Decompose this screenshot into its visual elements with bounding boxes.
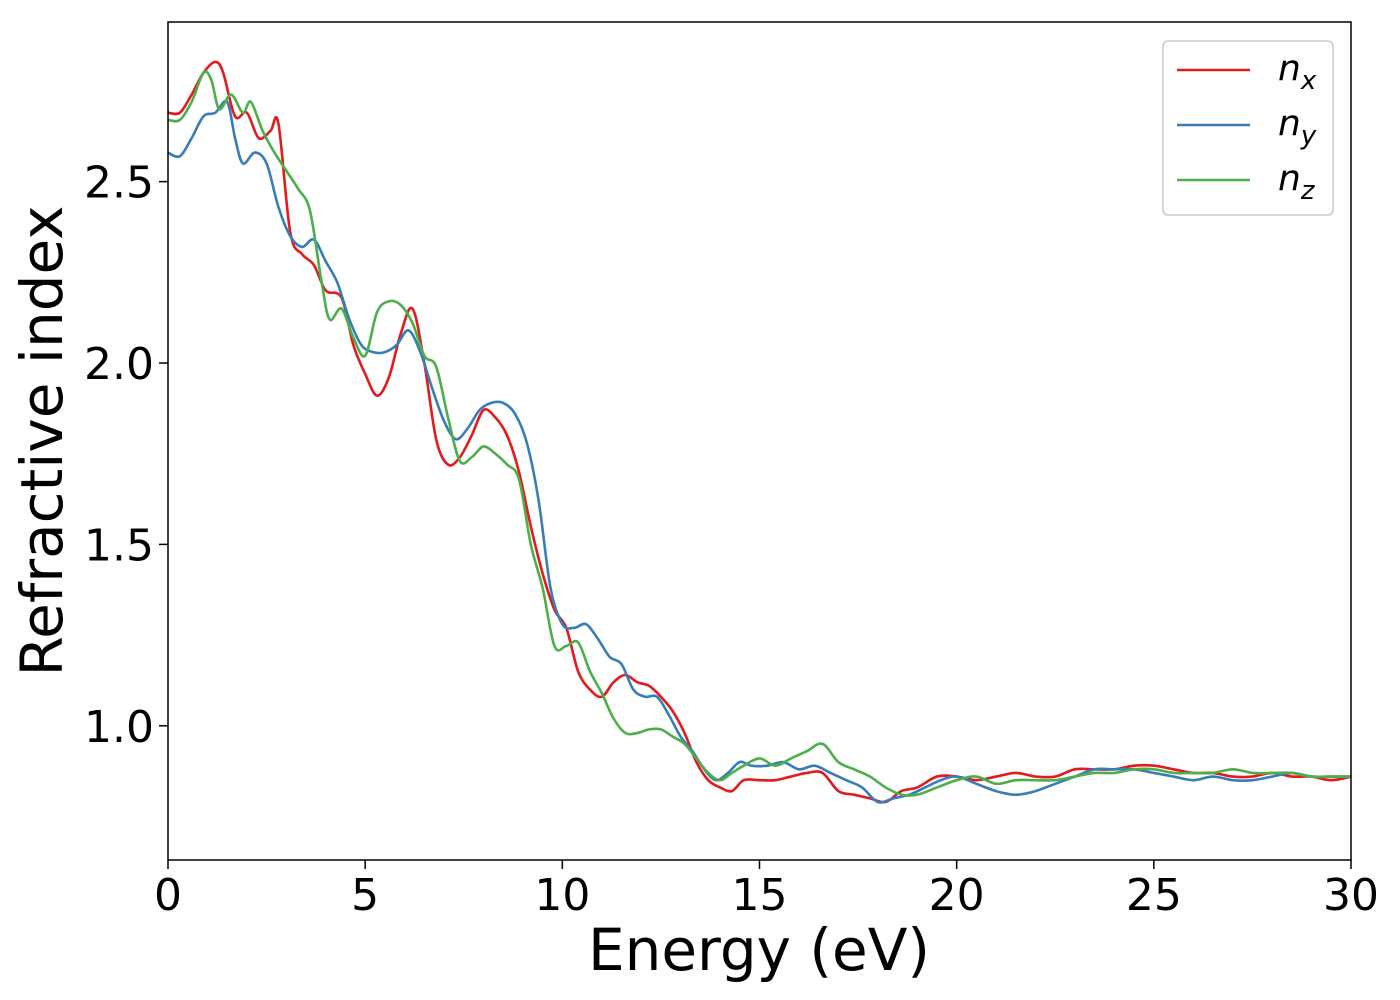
series-line-nz bbox=[168, 70, 1351, 797]
y-tick-label: 1.5 bbox=[84, 520, 154, 571]
x-tick-label: 30 bbox=[1323, 870, 1379, 921]
plot-lines bbox=[168, 60, 1351, 804]
y-tick-label: 2.0 bbox=[84, 339, 154, 390]
x-tick-label: 15 bbox=[732, 870, 788, 921]
y-axis-ticks: 1.0 1.5 2.0 2.5 bbox=[84, 158, 168, 753]
x-tick-label: 25 bbox=[1126, 870, 1182, 921]
x-axis-ticks: 0 5 10 15 20 25 30 bbox=[154, 860, 1379, 921]
series-line-nx bbox=[168, 60, 1351, 804]
x-tick-label: 10 bbox=[534, 870, 590, 921]
x-tick-label: 0 bbox=[154, 870, 182, 921]
y-tick-label: 2.5 bbox=[84, 158, 154, 209]
legend-frame bbox=[1162, 40, 1334, 216]
y-tick-label: 1.0 bbox=[84, 702, 154, 753]
x-tick-label: 20 bbox=[929, 870, 985, 921]
x-axis-title: Energy (eV) bbox=[588, 916, 930, 984]
x-tick-label: 5 bbox=[351, 870, 379, 921]
y-axis-title: Refractive index bbox=[8, 205, 76, 676]
